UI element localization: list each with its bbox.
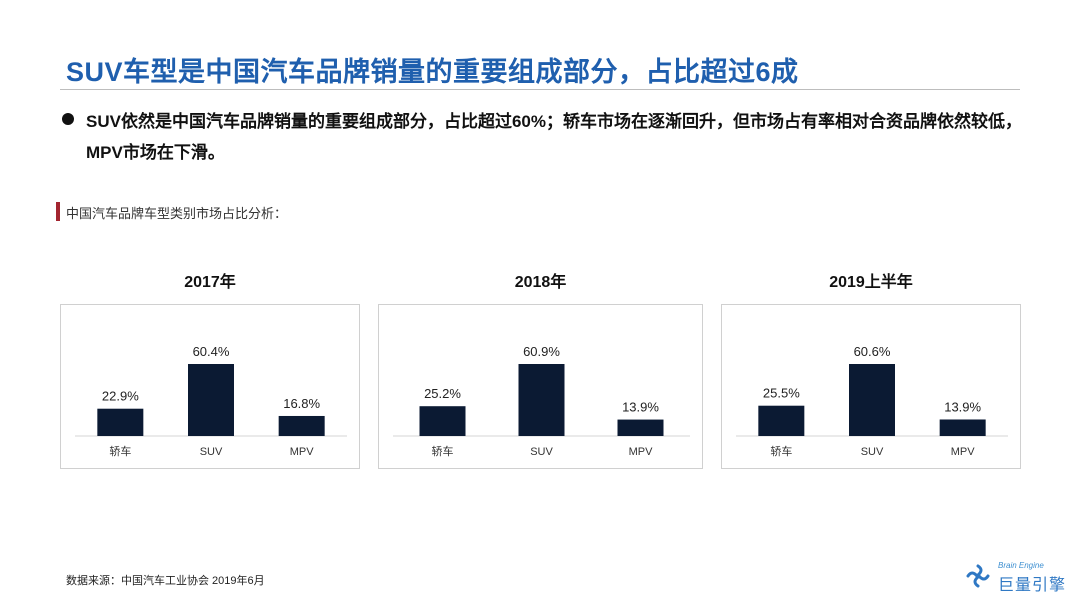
chart-panel-2018: 25.2% 轿车 60.9% SUV 13.9% MPV xyxy=(378,304,703,469)
data-label-2: 16.8% xyxy=(283,396,320,411)
category-label-1: SUV xyxy=(200,446,223,458)
bar-1 xyxy=(518,364,565,436)
data-label-1: 60.9% xyxy=(523,344,560,359)
bar-chart-2019h1: 25.5% 轿车 60.6% SUV 13.9% MPV xyxy=(736,344,1008,458)
data-source-note: 数据来源：中国汽车工业协会 2019年6月 xyxy=(66,575,265,587)
section-label: 中国汽车品牌车型类别市场占比分析： xyxy=(66,206,288,221)
category-label-1: SUV xyxy=(530,446,553,458)
bar-1 xyxy=(849,364,895,436)
bar-0 xyxy=(758,405,805,436)
brand-logo: Brain Engine 巨量引擎 xyxy=(964,560,1067,594)
bar-chart-2017: 22.9% 轿车 60.4% SUV 16.8% MPV xyxy=(75,344,347,458)
bar-2 xyxy=(278,415,325,436)
data-label-2: 13.9% xyxy=(944,399,981,414)
bar-0 xyxy=(419,406,466,436)
category-label-2: MPV xyxy=(290,446,315,458)
chart-title-2017: 2017年 xyxy=(184,274,236,291)
page-title: SUV车型是中国汽车品牌销量的重要组成部分，占比超过6成 xyxy=(66,57,799,87)
chart-title-2019h1: 2019上半年 xyxy=(829,274,913,291)
logo-text-cn: 巨量引擎 xyxy=(998,577,1067,594)
data-label-0: 25.5% xyxy=(763,386,800,401)
title-divider xyxy=(60,89,1020,90)
data-label-2: 13.9% xyxy=(622,400,659,415)
bar-2 xyxy=(939,419,986,436)
data-label-1: 60.6% xyxy=(854,344,891,359)
brain-engine-logo-icon xyxy=(966,564,990,588)
data-label-0: 22.9% xyxy=(102,389,139,404)
data-label-1: 60.4% xyxy=(193,344,230,359)
chart-panel-2017: 22.9% 轿车 60.4% SUV 16.8% MPV xyxy=(60,304,360,469)
bullet-text: SUV依然是中国汽车品牌销量的重要组成部分，占比超过60%；轿车市场在逐渐回升，… xyxy=(86,112,1022,162)
data-label-0: 25.2% xyxy=(424,386,461,401)
category-label-2: MPV xyxy=(629,446,654,458)
logo-text-en: Brain Engine xyxy=(998,561,1044,570)
category-label-0: 轿车 xyxy=(432,444,454,458)
bar-chart-2018: 25.2% 轿车 60.9% SUV 13.9% MPV xyxy=(393,344,690,458)
bullet-dot xyxy=(62,113,74,125)
bar-2 xyxy=(617,419,664,436)
category-label-1: SUV xyxy=(861,446,884,458)
chart-panel-2019h1: 25.5% 轿车 60.6% SUV 13.9% MPV xyxy=(721,304,1021,469)
category-label-2: MPV xyxy=(951,446,976,458)
chart-title-2018: 2018年 xyxy=(514,274,567,291)
category-label-0: 轿车 xyxy=(770,444,792,458)
bar-1 xyxy=(188,364,234,436)
bar-0 xyxy=(97,408,144,436)
section-accent-bar xyxy=(56,202,60,221)
category-label-0: 轿车 xyxy=(109,444,131,458)
